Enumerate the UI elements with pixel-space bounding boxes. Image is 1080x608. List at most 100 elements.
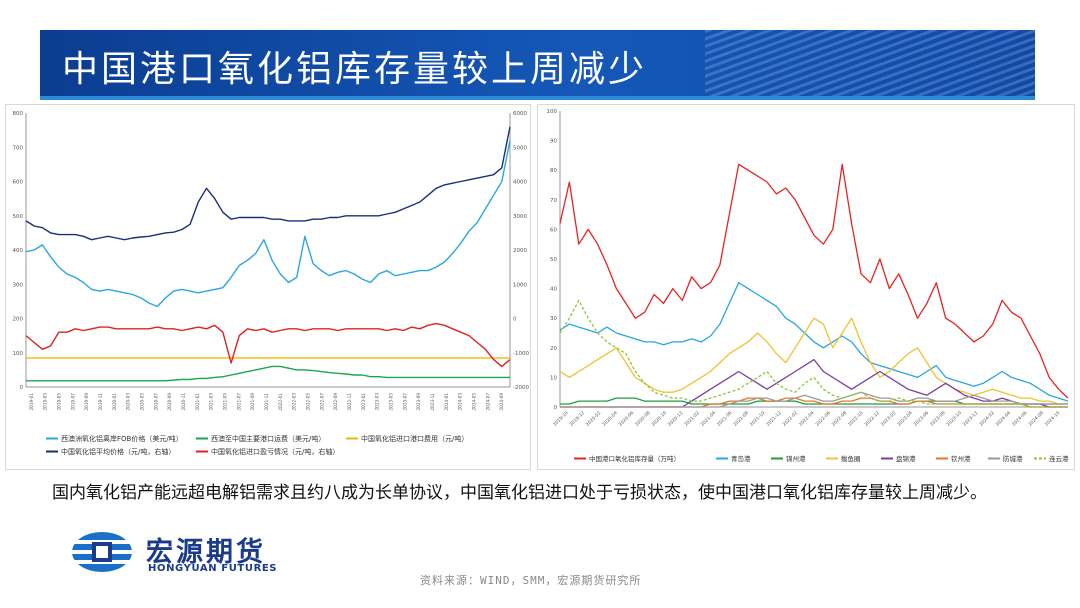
x-tick-label: 2022-05 (305, 393, 310, 411)
y-tick-label-right: 0 (513, 317, 517, 323)
x-tick-label: 2023-12 (962, 410, 980, 428)
hongyuan-logo-icon (72, 532, 132, 572)
legend-label: 锦州港 (786, 454, 806, 463)
y-tick-label: 60 (550, 227, 557, 233)
x-tick-label: 2020-05 (140, 393, 145, 411)
x-tick-label: 2021-08 (732, 410, 750, 428)
x-tick-label: 2021-11 (264, 393, 269, 411)
x-tick-label: 2023-04 (896, 410, 914, 428)
legend-label: 西澳洲氧化铝离岸FOB价格（美元/吨） (61, 434, 183, 443)
x-tick-label: 2023-02 (880, 410, 898, 428)
x-tick-label: 2020-03 (126, 393, 131, 411)
x-tick-label: 2022-08 (831, 410, 849, 428)
y-tick-label-right: 4000 (513, 180, 527, 186)
y-tick-label: 20 (550, 346, 557, 352)
x-tick-label: 2024-07 (485, 393, 490, 411)
caption-text: 国内氧化铝产能远超电解铝需求且约八成为长单协议，中国氧化铝进口处于亏损状态，使中… (18, 478, 1064, 508)
x-tick-label: 2022-12 (863, 410, 881, 428)
logo-text-cn: 宏源期货 (146, 537, 266, 568)
caption-paragraph: 国内氧化铝产能远超电解铝需求且约八成为长单协议，中国氧化铝进口处于亏损状态，使中… (52, 483, 987, 503)
x-tick-label: 2020-10 (650, 410, 668, 428)
left-chart: 0 100 200 300 400 500 600 700 800 -2000 -1000 0 1000… (13, 111, 530, 456)
page-title: 中国港口氧化铝库存量较上周减少 (62, 49, 648, 90)
x-tick-label: 2024-01 (444, 393, 449, 411)
x-tick-label: 2021-03 (209, 393, 214, 411)
x-tick-label: 2019-07 (70, 393, 75, 411)
x-tick-label: 2021-12 (765, 410, 783, 428)
y-tick-label: 90 (550, 139, 557, 145)
x-tick-label: 2021-07 (236, 393, 241, 411)
x-tick-label: 2022-07 (319, 393, 324, 411)
series-line (560, 391, 1068, 408)
y-tick-label-left: 0 (20, 385, 24, 391)
x-tick-label: 2022-01 (278, 393, 283, 411)
legend-label: 防城港 (1003, 454, 1023, 463)
x-tick-label: 2024-08 (1027, 410, 1045, 428)
title-bar-stripes (705, 30, 1035, 100)
x-tick-label: 2022-10 (847, 410, 865, 428)
x-tick-label: 2024-05 (471, 393, 476, 411)
x-tick-label: 2019-01 (29, 393, 34, 411)
y-tick-label-right: -1000 (513, 351, 529, 357)
y-tick-label-left: 200 (13, 317, 24, 323)
x-tick-label: 2022-11 (347, 393, 352, 411)
series-line (559, 163, 1069, 399)
x-tick-label: 2023-06 (913, 410, 931, 428)
x-tick-label: 2024-04 (995, 410, 1013, 428)
y-tick-label: 100 (547, 109, 558, 115)
x-tick-label: 2020-06 (618, 410, 636, 428)
x-tick-label: 2019-09 (84, 393, 89, 411)
series-line (559, 282, 1069, 402)
y-tick-label-right: 6000 (513, 111, 527, 117)
legend-label: 中国氧化铝进口港口费用（元/吨） (361, 434, 468, 443)
legend-label: 鲅鱼圈 (841, 454, 861, 463)
y-tick-label: 0 (554, 405, 558, 411)
x-tick-label: 2023-09 (416, 393, 421, 411)
x-tick-label: 2020-01 (112, 393, 117, 411)
series-line (560, 358, 1068, 408)
y-tick-label-left: 600 (13, 180, 24, 186)
x-tick-label: 2020-02 (585, 410, 603, 428)
title-bar: 中国港口氧化铝库存量较上周减少 (40, 30, 1035, 100)
x-tick-label: 2020-08 (634, 410, 652, 428)
x-tick-label: 2021-09 (250, 393, 255, 411)
x-tick-label: 2021-01 (195, 393, 200, 411)
x-tick-label: 2023-11 (430, 393, 435, 411)
y-tick-label-left: 100 (13, 351, 24, 357)
legend-label: 中国港口氧化铝库存量（万吨） (589, 454, 680, 463)
x-tick-label: 2021-02 (683, 410, 701, 428)
x-tick-label: 2020-11 (181, 393, 186, 411)
series-line (25, 140, 511, 308)
legend-label: 连云港 (1049, 454, 1069, 463)
y-tick-label-right: 5000 (513, 145, 527, 151)
x-tick-label: 2020-12 (667, 410, 685, 428)
x-tick-label: 2023-01 (361, 393, 366, 411)
x-tick-label: 2024-03 (458, 393, 463, 411)
x-tick-label: 2023-05 (388, 393, 393, 411)
x-tick-label: 2023-10 (945, 410, 963, 428)
legend-label: 青岛港 (731, 454, 751, 463)
x-tick-label: 2024-06 (1011, 410, 1029, 428)
series-line (559, 317, 1068, 405)
y-tick-label: 40 (550, 287, 557, 293)
x-tick-label: 2023-03 (375, 393, 380, 411)
y-tick-label-right: 3000 (513, 214, 527, 220)
legend-label: 中国氧化铝进口盈亏情况（元/吨，右轴） (211, 447, 339, 456)
x-tick-label: 2024-09 (499, 393, 504, 411)
y-tick-label-right: 2000 (513, 248, 527, 254)
y-tick-label: 30 (550, 316, 557, 322)
legend-label: 盘锦港 (896, 454, 916, 463)
x-tick-label: 2021-05 (223, 393, 228, 411)
x-tick-label: 2022-06 (814, 410, 832, 428)
title-bar-accent (40, 96, 1035, 100)
series-line (25, 126, 511, 241)
x-tick-label: 2022-04 (798, 410, 816, 428)
x-tick-label: 2023-08 (929, 410, 947, 428)
x-tick-label: 2020-09 (167, 393, 172, 411)
x-tick-label: 2020-04 (601, 410, 619, 428)
source-note: 资料来源：WIND，SMM，宏源期货研究所 (420, 574, 642, 587)
y-tick-label-left: 300 (13, 282, 24, 288)
legend-label: 西澳至中国主要港口运费（美元/吨） (211, 434, 325, 443)
x-tick-label: 2022-09 (333, 393, 338, 411)
